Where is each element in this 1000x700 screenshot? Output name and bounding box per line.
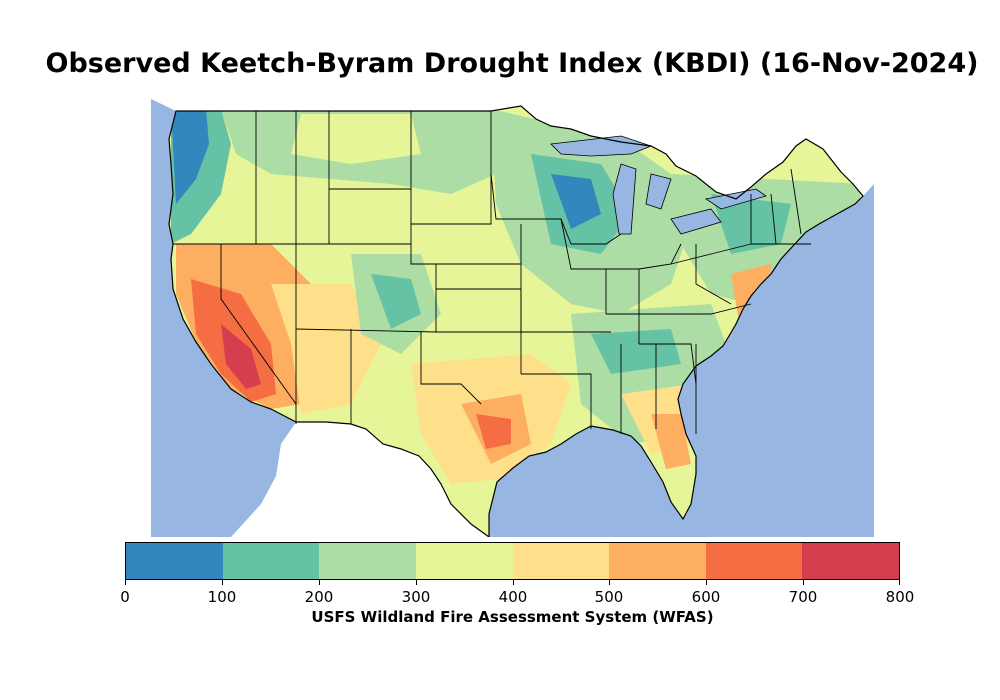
kbdi-map-svg — [151, 84, 874, 537]
colorbar-segment-3 — [415, 543, 513, 579]
colorbar-ticks: 0 100 200 300 400 500 600 700 800 — [120, 580, 914, 606]
colorbar-segment-1 — [222, 543, 320, 579]
chart-title: Observed Keetch-Byram Drought Index (KBD… — [45, 48, 979, 79]
colorbar-tick-label: 600 — [691, 588, 721, 606]
colorbar-tick-mark — [609, 580, 610, 585]
canada-land — [151, 84, 874, 199]
colorbar-tick-mark — [416, 580, 417, 585]
colorbar-tick-label: 0 — [120, 588, 130, 606]
colorbar-segment-5 — [609, 543, 706, 579]
great-lakes — [550, 135, 767, 235]
colorbar-tick-label: 300 — [401, 588, 431, 606]
colorbar-tick-label: 200 — [304, 588, 334, 606]
drought-map — [151, 84, 874, 537]
colorbar-segment-6 — [705, 543, 803, 579]
colorbar-tick-mark — [803, 580, 804, 585]
colorbar-tick-mark — [222, 580, 223, 585]
colorbar-tick-label: 700 — [788, 588, 818, 606]
colorbar-tick-mark — [706, 580, 707, 585]
colorbar-tick-mark — [125, 580, 126, 585]
colorbar-tick-mark — [319, 580, 320, 585]
colorbar-segment-7 — [802, 543, 899, 579]
mexico-land — [231, 422, 489, 537]
colorbar-segment-0 — [126, 543, 223, 579]
colorbar-segment-2 — [319, 543, 416, 579]
colorbar-tick-mark — [513, 580, 514, 585]
colorbar-tick-mark — [899, 580, 900, 585]
colorbar-tick-label: 400 — [498, 588, 528, 606]
colorbar — [125, 542, 900, 580]
colorbar-segment-4 — [512, 543, 610, 579]
colorbar-tick-label: 800 — [885, 588, 915, 606]
colorbar-label: USFS Wildland Fire Assessment System (WF… — [311, 608, 714, 626]
state-borders — [173, 111, 811, 434]
colorbar-tick-label: 100 — [207, 588, 237, 606]
colorbar-tick-label: 500 — [594, 588, 624, 606]
